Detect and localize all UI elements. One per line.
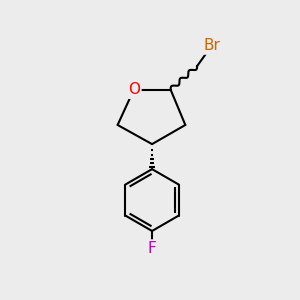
Text: Br: Br <box>203 38 220 53</box>
Text: O: O <box>128 82 140 97</box>
Text: F: F <box>148 241 156 256</box>
